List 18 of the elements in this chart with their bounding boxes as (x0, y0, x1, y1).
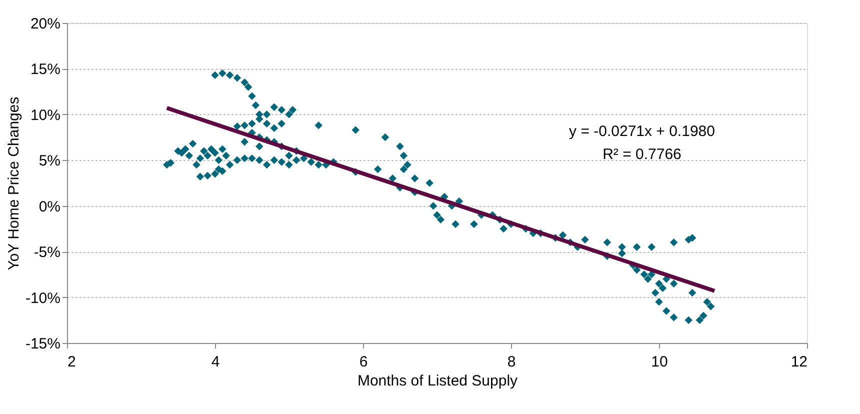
x-tick-label: 10 (651, 354, 668, 370)
y-axis-title: YoY Home Price Changes (5, 96, 22, 270)
y-tick-label: 15% (30, 61, 60, 78)
y-tick-label: 5% (38, 152, 60, 170)
x-tick-label: 6 (359, 354, 368, 370)
y-tick-label: -5% (34, 244, 60, 262)
annotation: y = -0.0271x + 0.1980 (569, 123, 715, 140)
y-tick-label: 0% (38, 198, 60, 216)
x-tick-label: 12 (790, 354, 808, 370)
y-tick-label: -10% (25, 290, 60, 307)
y-tick-label: 20% (30, 16, 60, 32)
annotation: R² = 0.7766 (602, 146, 682, 163)
x-tick-label: 4 (211, 354, 220, 370)
y-tick-label: -15% (25, 336, 60, 352)
x-tick-label: 8 (507, 354, 516, 370)
x-tick-label: 2 (68, 354, 76, 370)
y-tick-label: 10% (30, 106, 60, 124)
x-axis-title: Months of Listed Supply (357, 372, 518, 390)
